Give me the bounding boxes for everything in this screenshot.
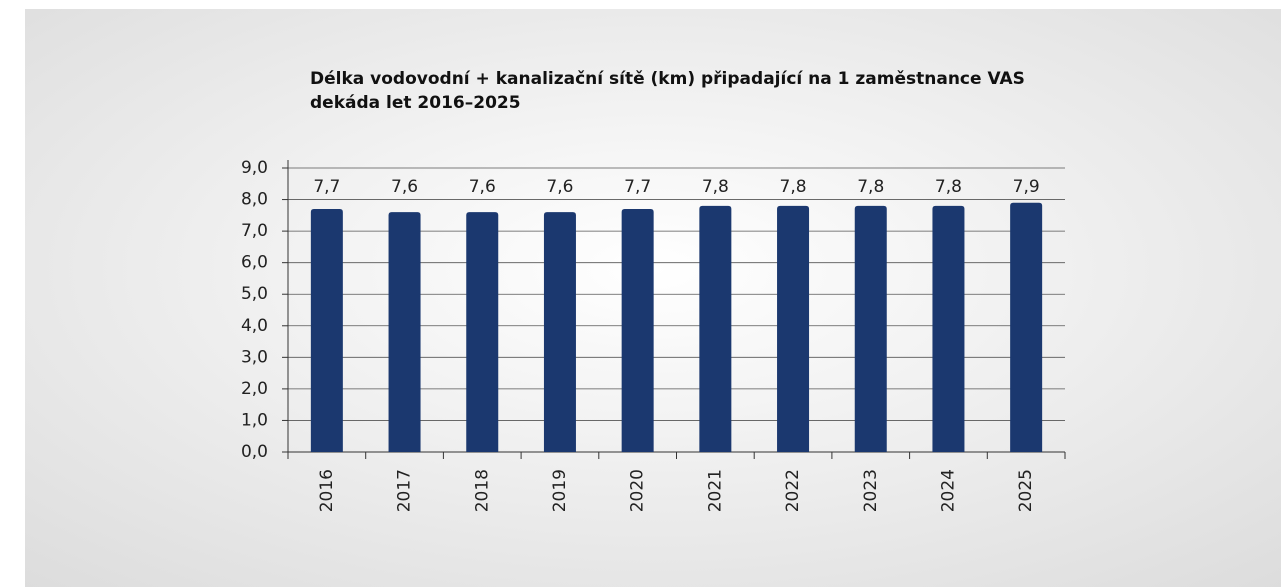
y-tick-label: 1,0	[241, 410, 268, 430]
value-label: 7,6	[546, 177, 573, 197]
chart-title: Délka vodovodní + kanalizační sítě (km) …	[310, 69, 1025, 89]
x-tick-label: 2023	[861, 469, 881, 512]
bar	[543, 212, 576, 452]
y-tick-label: 9,0	[241, 158, 268, 178]
bar	[932, 205, 965, 452]
x-tick-label: 2016	[317, 469, 337, 512]
value-label: 7,7	[313, 177, 340, 197]
value-label: 7,7	[624, 177, 651, 197]
bar	[699, 205, 732, 452]
x-tick-label: 2017	[395, 469, 415, 512]
y-tick-label: 8,0	[241, 190, 268, 210]
x-tick-label: 2018	[472, 469, 492, 512]
y-tick-label: 6,0	[241, 253, 268, 273]
x-tick-label: 2019	[550, 469, 570, 512]
value-label: 7,6	[391, 177, 418, 197]
x-tick-label: 2022	[783, 469, 803, 512]
y-tick-label: 4,0	[241, 316, 268, 336]
bar	[621, 209, 654, 452]
value-label: 7,9	[1013, 177, 1040, 197]
value-label: 7,8	[857, 177, 884, 197]
x-tick-label: 2025	[1016, 469, 1036, 512]
bar	[1010, 202, 1043, 452]
y-tick-label: 0,0	[241, 442, 268, 462]
y-tick-label: 5,0	[241, 284, 268, 304]
value-label: 7,8	[702, 177, 729, 197]
value-label: 7,8	[935, 177, 962, 197]
y-tick-label: 3,0	[241, 347, 268, 367]
x-tick-label: 2021	[705, 469, 725, 512]
chart-subtitle: dekáda let 2016–2025	[310, 93, 521, 113]
bar	[310, 209, 343, 452]
y-tick-label: 2,0	[241, 379, 268, 399]
x-tick-label: 2020	[628, 469, 648, 512]
value-label: 7,8	[780, 177, 807, 197]
x-tick-label: 2024	[938, 469, 958, 512]
y-tick-label: 7,0	[241, 221, 268, 241]
bar	[854, 205, 887, 452]
bar	[388, 212, 421, 452]
bar	[777, 205, 810, 452]
bar	[466, 212, 499, 452]
value-label: 7,6	[469, 177, 496, 197]
